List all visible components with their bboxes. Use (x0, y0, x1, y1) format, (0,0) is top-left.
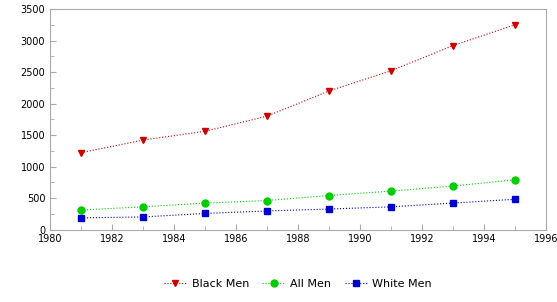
All Men (202, 201, 208, 205)
White Men (202, 212, 208, 215)
All Men (449, 184, 456, 188)
Line: All Men: All Men (77, 176, 519, 214)
Black Men (388, 69, 394, 72)
Black Men (449, 44, 456, 47)
White Men (388, 205, 394, 209)
All Men (78, 208, 85, 212)
White Men (140, 215, 146, 219)
Black Men (263, 114, 270, 118)
Black Men (202, 130, 208, 133)
All Men (326, 194, 333, 197)
Line: White Men: White Men (77, 196, 519, 221)
White Men (263, 209, 270, 213)
All Men (140, 205, 146, 209)
Legend: Black Men, All Men, White Men: Black Men, All Men, White Men (159, 275, 437, 294)
White Men (449, 201, 456, 205)
Black Men (140, 138, 146, 142)
All Men (388, 189, 394, 193)
Line: Black Men: Black Men (77, 21, 519, 156)
Black Men (511, 23, 518, 27)
Black Men (326, 89, 333, 93)
All Men (511, 178, 518, 182)
White Men (78, 216, 85, 220)
Black Men (78, 151, 85, 155)
White Men (326, 207, 333, 211)
White Men (511, 198, 518, 201)
All Men (263, 199, 270, 202)
